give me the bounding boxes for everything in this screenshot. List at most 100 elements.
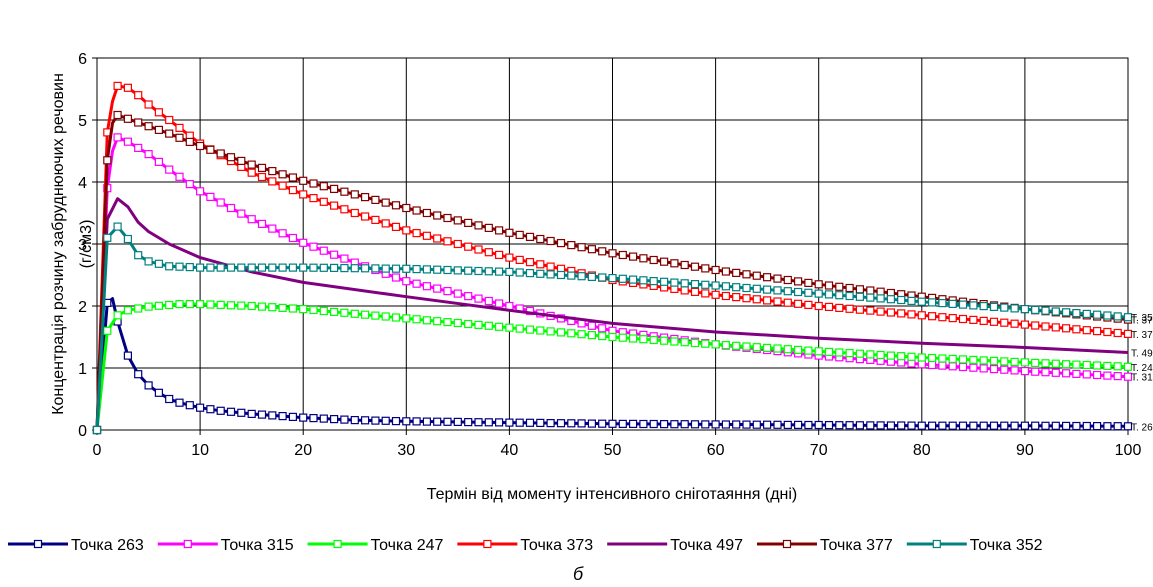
data-point-marker <box>1082 360 1091 370</box>
data-point-marker <box>391 313 401 322</box>
data-point-marker <box>443 213 452 223</box>
data-point-marker <box>1061 324 1071 333</box>
data-point-marker <box>1000 318 1009 327</box>
data-point-marker <box>443 265 452 275</box>
data-point-marker <box>309 242 318 251</box>
axis-ticks: 0 10 20 30 40 50 60 70 80 90 100 0 1 2 3 4 5 6 <box>78 51 1141 459</box>
data-point-marker <box>453 417 462 426</box>
data-point-marker <box>711 340 720 349</box>
data-point-marker <box>577 272 586 281</box>
data-point-marker <box>515 418 524 427</box>
data-point-marker <box>381 416 390 425</box>
data-point-marker <box>319 182 328 191</box>
data-point-marker <box>216 300 225 309</box>
data-point-marker <box>680 420 689 429</box>
data-point-marker <box>927 360 937 370</box>
data-point-marker <box>268 167 277 176</box>
data-point-marker <box>1103 371 1112 380</box>
data-point-marker <box>752 420 761 429</box>
data-point-marker <box>391 417 401 426</box>
data-point-marker <box>175 133 184 142</box>
data-point-marker <box>732 293 741 302</box>
data-point-marker <box>340 205 349 214</box>
data-point-marker <box>897 309 906 318</box>
data-point-marker <box>453 318 462 328</box>
data-point-marker <box>649 277 658 286</box>
data-point-marker <box>185 300 194 309</box>
data-point-marker <box>721 282 731 291</box>
data-point-marker <box>288 233 297 243</box>
data-point-marker <box>206 263 215 272</box>
data-point-marker <box>979 302 988 311</box>
data-point-marker <box>247 160 256 169</box>
data-point-marker <box>1020 305 1030 314</box>
data-point-marker <box>690 338 700 348</box>
data-point-marker <box>1092 361 1102 370</box>
data-point-marker <box>412 315 421 324</box>
data-point-marker <box>381 312 390 321</box>
data-point-marker <box>762 296 772 305</box>
legend-swatch-marker <box>33 539 43 549</box>
data-point-marker <box>350 190 359 199</box>
data-point-marker <box>123 306 133 315</box>
data-point-marker <box>907 310 916 319</box>
data-point-marker <box>907 421 916 430</box>
x-tick-label: 90 <box>1016 442 1034 459</box>
data-point-marker <box>742 283 751 293</box>
data-point-marker <box>927 298 937 307</box>
legend-item: Точка 373 <box>457 537 593 554</box>
data-point-marker <box>783 345 792 354</box>
data-point-marker <box>742 420 751 429</box>
data-point-marker <box>556 419 566 428</box>
data-point-marker <box>474 320 483 329</box>
data-point-marker <box>855 292 865 301</box>
data-point-marker <box>587 272 597 281</box>
data-point-marker <box>866 286 875 295</box>
data-point-marker <box>1061 421 1071 430</box>
data-point-marker <box>103 326 112 335</box>
data-point-marker <box>546 262 555 271</box>
data-point-marker <box>1041 421 1050 430</box>
data-point-marker <box>92 425 102 435</box>
data-point-marker <box>103 156 112 165</box>
data-point-marker <box>1123 372 1133 381</box>
data-point-marker <box>402 264 411 273</box>
data-point-marker <box>835 348 844 357</box>
data-point-marker <box>670 259 679 268</box>
data-point-marker <box>793 345 803 354</box>
data-point-marker <box>659 257 669 266</box>
data-point-marker <box>474 245 483 254</box>
data-point-marker <box>608 249 617 258</box>
data-point-marker <box>989 365 999 374</box>
data-point-marker <box>123 234 133 244</box>
data-point-marker <box>330 201 339 210</box>
data-point-marker <box>773 297 782 306</box>
data-point-marker <box>762 343 772 352</box>
data-point-marker <box>659 420 669 429</box>
data-point-marker <box>268 263 277 272</box>
data-point-marker <box>330 415 339 424</box>
data-point-marker <box>897 295 906 305</box>
y-tick-label: 2 <box>78 299 87 316</box>
data-point-marker <box>649 419 658 429</box>
data-point-marker <box>793 287 803 297</box>
data-point-marker <box>917 297 926 306</box>
legend-swatch-marker <box>483 539 492 549</box>
data-point-marker <box>598 273 607 282</box>
data-point-marker <box>989 356 999 365</box>
legend-swatch-marker <box>782 539 792 549</box>
data-point-marker <box>752 295 761 304</box>
data-point-marker <box>1000 365 1009 374</box>
data-point-marker <box>979 316 988 325</box>
data-point-marker <box>670 420 679 429</box>
data-point-marker <box>309 194 318 203</box>
data-point-marker <box>1051 323 1060 332</box>
data-point-marker <box>257 163 267 172</box>
data-point-marker <box>1031 421 1040 430</box>
data-point-marker <box>639 335 648 344</box>
data-point-marker <box>464 242 473 251</box>
data-point-marker <box>1113 372 1122 381</box>
data-point-marker <box>1061 360 1071 369</box>
data-point-marker <box>422 231 431 240</box>
data-point-marker <box>206 300 215 309</box>
